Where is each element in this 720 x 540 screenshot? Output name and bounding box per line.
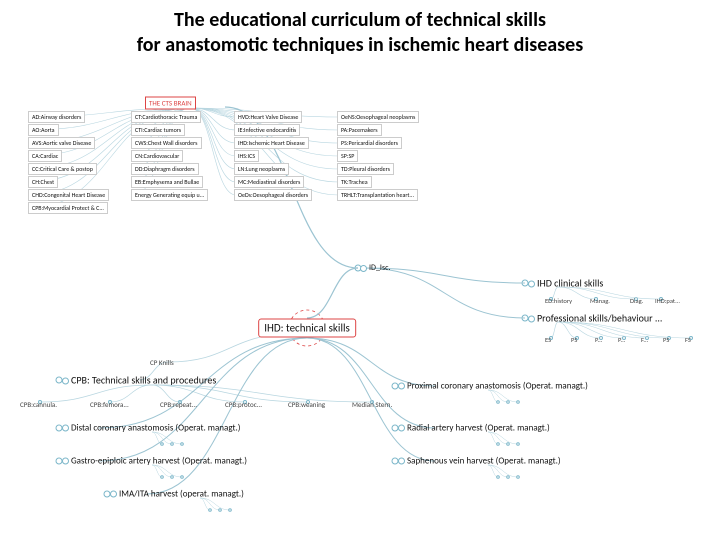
branch-clin: IHD clinical skills: [528, 277, 603, 290]
brain-category: CWS:Chest Wall disorders: [131, 137, 202, 149]
brain-category: AD:Airway disorders: [28, 111, 85, 123]
leaf-label: Manag.: [590, 297, 610, 305]
leaf-label: CPB:cannula.: [20, 400, 57, 409]
brain-category: CN:Cardiovascular: [131, 150, 183, 162]
brain-category: HVD:Heart Valve Disease: [234, 111, 302, 123]
brain-category: EB:Emphysema and Bullae: [131, 176, 203, 188]
leaf-label: P...: [618, 336, 625, 344]
leaf-label: CPB:weaning: [288, 400, 325, 409]
leaf-label: PS: [571, 336, 577, 344]
leaf-label: PS: [663, 336, 669, 344]
node-dot-icon: [62, 425, 69, 432]
leaf-label: Diag.: [630, 297, 643, 305]
branch-prof: Professional skills/behaviour ...: [528, 312, 662, 325]
brain-category: DD:Diaphragm disorders: [131, 163, 199, 175]
skill-radial: Radial artery harvest (Operat. managt.): [398, 423, 550, 434]
node-dot-icon: [528, 281, 535, 288]
brain-category: Energy Generating equip u...: [131, 189, 208, 201]
skill-gastro: Gastro-epiploic artery harvest (Operat. …: [62, 456, 247, 467]
brain-category: CTI:Cardiac tumors: [131, 124, 185, 136]
node-dot-icon: [398, 383, 405, 390]
leaf-label: CPB:repeat...: [160, 400, 197, 409]
brain-root: THE CTS BRAIN: [145, 97, 196, 110]
brain-category: MC:Mediastinal disorders: [234, 176, 304, 188]
leaf-label: ED:history: [545, 297, 572, 305]
leaf-label: CP Knills: [150, 358, 174, 367]
brain-category: TD:Pleural disorders: [337, 163, 394, 175]
brain-category: AO:Aorta: [28, 124, 59, 136]
leaf-label: IHD:pat...: [655, 297, 680, 305]
brain-category: IHS:ICS: [234, 150, 259, 162]
brain-category: TRHLT:Transplantation heart...: [337, 189, 418, 201]
root-node: ID_Isc.: [360, 263, 390, 273]
brain-category: TK:Trachea: [337, 176, 372, 188]
brain-category: CC:Critical Care & postop: [28, 163, 97, 175]
brain-category: LN:Lung neoplasms: [234, 163, 289, 175]
brain-category: OeNS:Oesophageal neoplasms: [337, 111, 419, 123]
leaf-label: Median Stern.: [352, 400, 392, 409]
brain-category: PS:Pericardial disorders: [337, 137, 402, 149]
brain-category: AVS:Aortic valve Disease: [28, 137, 95, 149]
node-dot-icon: [398, 425, 405, 432]
skill-ima: IMA/ITA harvest (operat. managt.): [110, 489, 244, 500]
skill-saph: Saphenous vein harvest (Operat. managt.): [398, 456, 561, 467]
leaf-label: FS: [685, 336, 691, 344]
brain-category: CPB:Myocardial Protect & C...: [28, 202, 108, 214]
cpb-node: CPB: Technical skills and procedures: [62, 374, 216, 387]
brain-category: IHD:Ischemic Heart Disease: [234, 137, 309, 149]
node-dot-icon: [360, 265, 367, 272]
leaf-label: CPB:femora...: [90, 400, 129, 409]
leaf-label: P...: [595, 336, 602, 344]
skill-prox: Proximal coronary anastomosis (Operat. m…: [398, 381, 588, 392]
brain-category: CA:Cardiac: [28, 150, 62, 162]
leaf-label: CPB:protoc...: [225, 400, 262, 409]
brain-category: IE:Infective endocarditis: [234, 124, 300, 136]
leaf-label: ES: [545, 336, 551, 344]
node-dot-icon: [62, 378, 69, 385]
brain-category: CH:Chest: [28, 176, 58, 188]
brain-category: PA:Pacemakers: [337, 124, 382, 136]
brain-category: OeDs:Oesophageal disorders: [234, 189, 312, 201]
node-dot-icon: [528, 316, 535, 323]
skill-distal: Distal coronary anastomosis (Operat. man…: [62, 423, 240, 434]
node-dot-icon: [110, 491, 117, 498]
brain-category: CHD:Congenital Heart Disease: [28, 189, 109, 201]
node-dot-icon: [398, 458, 405, 465]
leaf-label: F...: [641, 336, 648, 344]
node-dot-icon: [62, 458, 69, 465]
brain-category: SP:SP: [337, 150, 358, 162]
brain-category: CT:Cardiothoracic Trauma: [131, 111, 201, 123]
center-node: IHD: technical skills: [258, 319, 356, 338]
